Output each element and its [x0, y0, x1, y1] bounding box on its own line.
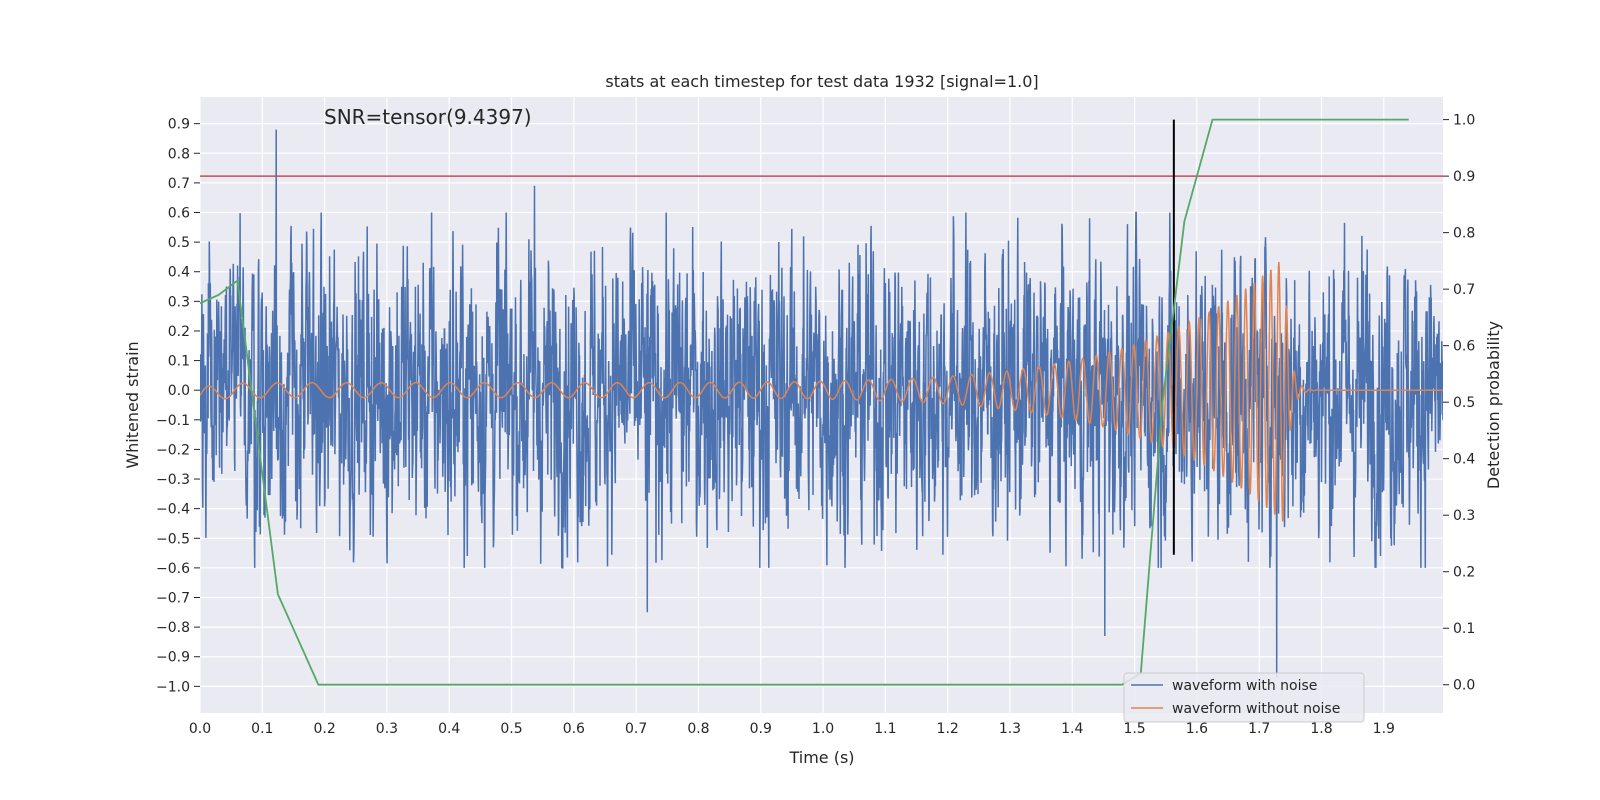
x-tick-label: 1.3 [999, 721, 1021, 737]
x-tick-label: 0.3 [376, 721, 398, 737]
y2-tick-label: 0.1 [1453, 621, 1475, 637]
x-tick-label: 0.2 [313, 721, 335, 737]
snr-annotation: SNR=tensor(9.4397) [324, 105, 532, 129]
y-tick-label: −0.9 [156, 650, 190, 666]
y-tick-label: −0.6 [156, 561, 190, 577]
x-tick-label: 0.5 [500, 721, 522, 737]
y2-tick-label: 0.4 [1453, 452, 1475, 468]
x-tick-label: 0.1 [251, 721, 273, 737]
y-tick-label: −0.1 [156, 413, 190, 429]
x-tick-label: 1.8 [1310, 721, 1332, 737]
y-tick-label: 0.2 [168, 324, 190, 340]
detection-probability-line [200, 118, 1409, 686]
x-tick-label: 0.0 [189, 721, 211, 737]
legend: waveform with noise waveform without noi… [1123, 672, 1365, 723]
y-tick-label: 0.3 [168, 294, 190, 310]
ticks: 0.0 0.1 0.2 0.3 0.4 0.5 0.6 0.7 0.8 0.9 1.0 1.1 1.2 1… [156, 113, 1475, 737]
y2-tick-label: 1.0 [1453, 113, 1475, 129]
y2-tick-label: 0.7 [1453, 282, 1475, 298]
x-tick-label: 0.4 [438, 721, 460, 737]
y2-tick-label: 0.0 [1453, 678, 1475, 694]
x-tick-label: 1.2 [937, 721, 959, 737]
y-tick-label: −0.3 [156, 472, 190, 488]
y-tick-label: 0.5 [168, 235, 190, 251]
y-tick-label: 0.6 [168, 206, 190, 222]
y-tick-label: −0.7 [156, 591, 190, 607]
x-tick-label: 0.8 [687, 721, 709, 737]
y2-tick-label: 0.9 [1453, 169, 1475, 185]
x-tick-label: 1.4 [1061, 721, 1083, 737]
x-tick-label: 0.6 [563, 721, 585, 737]
y2-tick-label: 0.5 [1453, 395, 1475, 411]
y2-axis-label: Detection probability [1484, 321, 1503, 489]
x-tick-label: 1.7 [1248, 721, 1270, 737]
y2-tick-label: 0.6 [1453, 339, 1475, 355]
legend-label-noisy: waveform with noise [1172, 678, 1317, 694]
x-tick-label: 0.7 [625, 721, 647, 737]
y-tick-label: 0.8 [168, 146, 190, 162]
x-tick-label: 1.0 [812, 721, 834, 737]
y-axis-label: Whitened strain [123, 341, 142, 468]
x-tick-label: 1.1 [874, 721, 896, 737]
y-tick-label: −0.8 [156, 620, 190, 636]
y-tick-label: −1.0 [156, 679, 190, 695]
y2-tick-label: 0.2 [1453, 565, 1475, 581]
series-layer [200, 118, 1443, 686]
chart-title: stats at each timestep for test data 193… [605, 72, 1038, 91]
clean-waveform-line [200, 261, 1443, 522]
legend-label-clean: waveform without noise [1172, 701, 1340, 717]
y-tick-label: 0.9 [168, 117, 190, 133]
y-tick-label: −0.5 [156, 531, 190, 547]
y2-tick-label: 0.8 [1453, 226, 1475, 242]
y-tick-label: 0.0 [168, 383, 190, 399]
x-tick-label: 1.5 [1123, 721, 1145, 737]
y-tick-label: 0.1 [168, 354, 190, 370]
legend-box [1123, 672, 1365, 723]
noisy-waveform-line [200, 129, 1443, 678]
y-tick-label: −0.2 [156, 442, 190, 458]
x-tick-label: 1.9 [1373, 721, 1395, 737]
y-tick-label: 0.7 [168, 176, 190, 192]
x-tick-label: 1.6 [1186, 721, 1208, 737]
y-tick-label: −0.4 [156, 502, 190, 518]
x-tick-label: 0.9 [750, 721, 772, 737]
y-tick-label: 0.4 [168, 265, 190, 281]
x-axis-label: Time (s) [788, 748, 854, 767]
y2-tick-label: 0.3 [1453, 508, 1475, 524]
